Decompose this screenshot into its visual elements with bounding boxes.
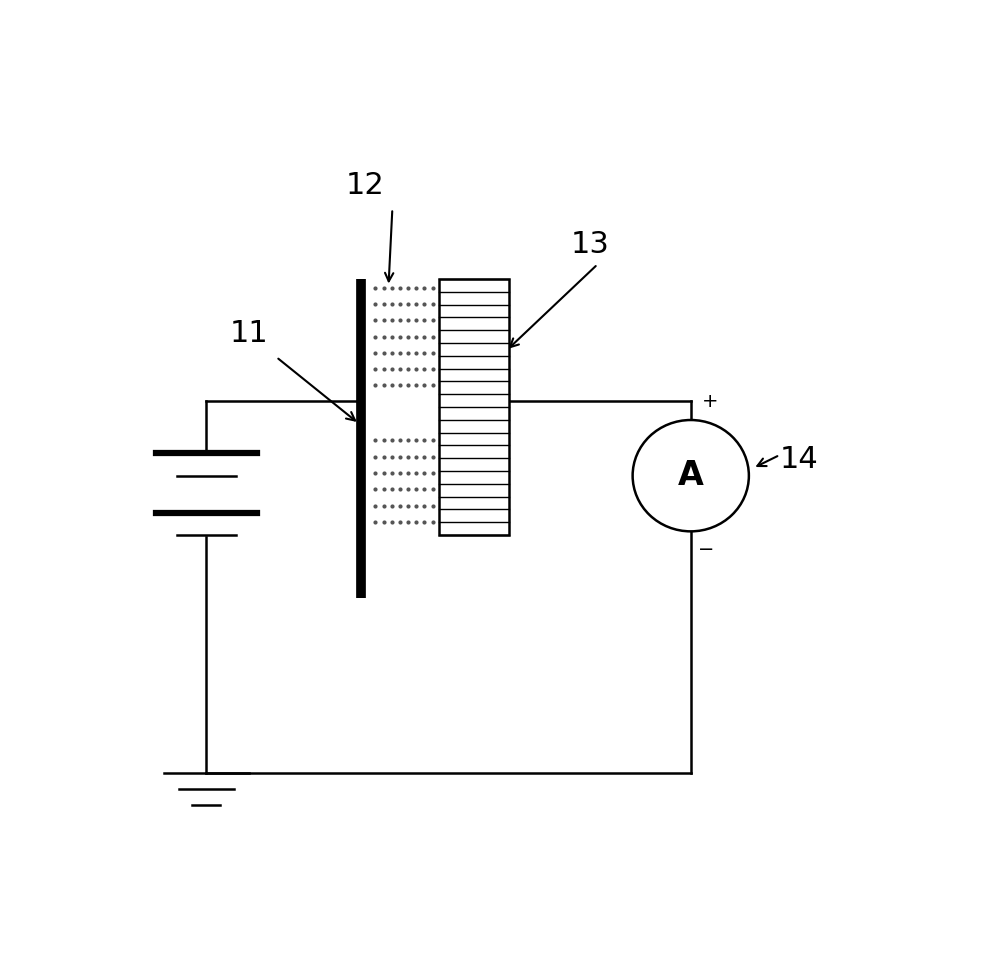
Text: 11: 11 [230,319,268,348]
Circle shape [633,420,749,531]
Text: 12: 12 [346,171,385,200]
Bar [369,279,439,394]
Bar [439,279,509,535]
Bar [369,431,439,531]
Text: −: − [698,541,714,559]
Text: +: + [702,392,718,411]
Text: A: A [678,459,704,493]
Text: 13: 13 [571,230,610,259]
Text: 14: 14 [780,445,819,474]
